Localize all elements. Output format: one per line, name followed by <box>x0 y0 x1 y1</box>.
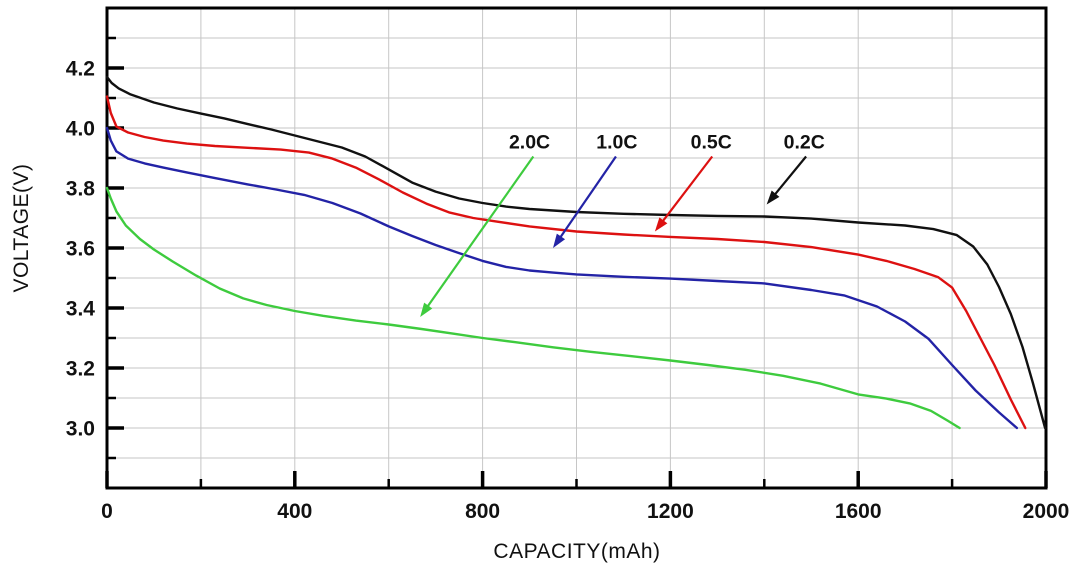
annotation-arrow-line <box>772 155 807 198</box>
annotation-label: 1.0C <box>596 131 637 153</box>
curve-1.0C <box>105 126 1019 430</box>
curve-annotations: 2.0C 1.0C 0.5C 0.2C <box>420 131 825 317</box>
y-tick-label: 4.2 <box>66 57 95 80</box>
curve-0.5C <box>105 95 1027 430</box>
y-axis-title: VOLTAGE(V) <box>10 163 33 292</box>
curve-2.0C <box>105 186 961 430</box>
annotation-label: 2.0C <box>509 131 550 153</box>
annotation-arrow-line <box>557 155 617 241</box>
y-tick-label: 3.2 <box>66 357 95 380</box>
annotation-1.0C: 1.0C <box>553 131 637 248</box>
x-tick-label: 400 <box>277 500 312 523</box>
annotation-2.0C: 2.0C <box>420 131 550 317</box>
annotation-0.5C: 0.5C <box>654 131 732 232</box>
series-curves <box>105 75 1047 430</box>
annotation-arrowhead <box>766 190 780 205</box>
annotation-label: 0.2C <box>784 131 825 153</box>
annotation-arrowhead <box>654 217 668 232</box>
annotation-arrowhead <box>553 233 566 248</box>
y-tick-label: 4.0 <box>66 117 95 140</box>
annotation-arrow-line <box>660 155 714 225</box>
y-tick-label: 3.4 <box>66 297 96 320</box>
y-tick-label: 3.8 <box>66 177 96 200</box>
x-axis-title: CAPACITY(mAh) <box>493 540 660 563</box>
x-tick-label: 1200 <box>647 500 694 523</box>
y-tick-label: 3.0 <box>66 417 95 440</box>
gridlines <box>107 8 1046 488</box>
x-tick-label: 0 <box>101 500 113 523</box>
curve-0.2C <box>105 75 1047 430</box>
x-tick-label: 2000 <box>1023 500 1070 523</box>
annotation-label: 0.5C <box>691 131 732 153</box>
annotation-0.2C: 0.2C <box>766 131 825 205</box>
x-tick-label: 800 <box>465 500 500 523</box>
annotation-arrow-line <box>425 155 535 310</box>
plot-border <box>105 6 1048 490</box>
tick-labels: 0 400 800 1200 1600 2000 3.0 3.2 3.4 3.6 3.8 4.0 4.2 <box>66 57 1070 523</box>
x-tick-label: 1600 <box>835 500 882 523</box>
y-tick-label: 3.6 <box>66 237 95 260</box>
annotation-arrowhead <box>420 302 433 317</box>
